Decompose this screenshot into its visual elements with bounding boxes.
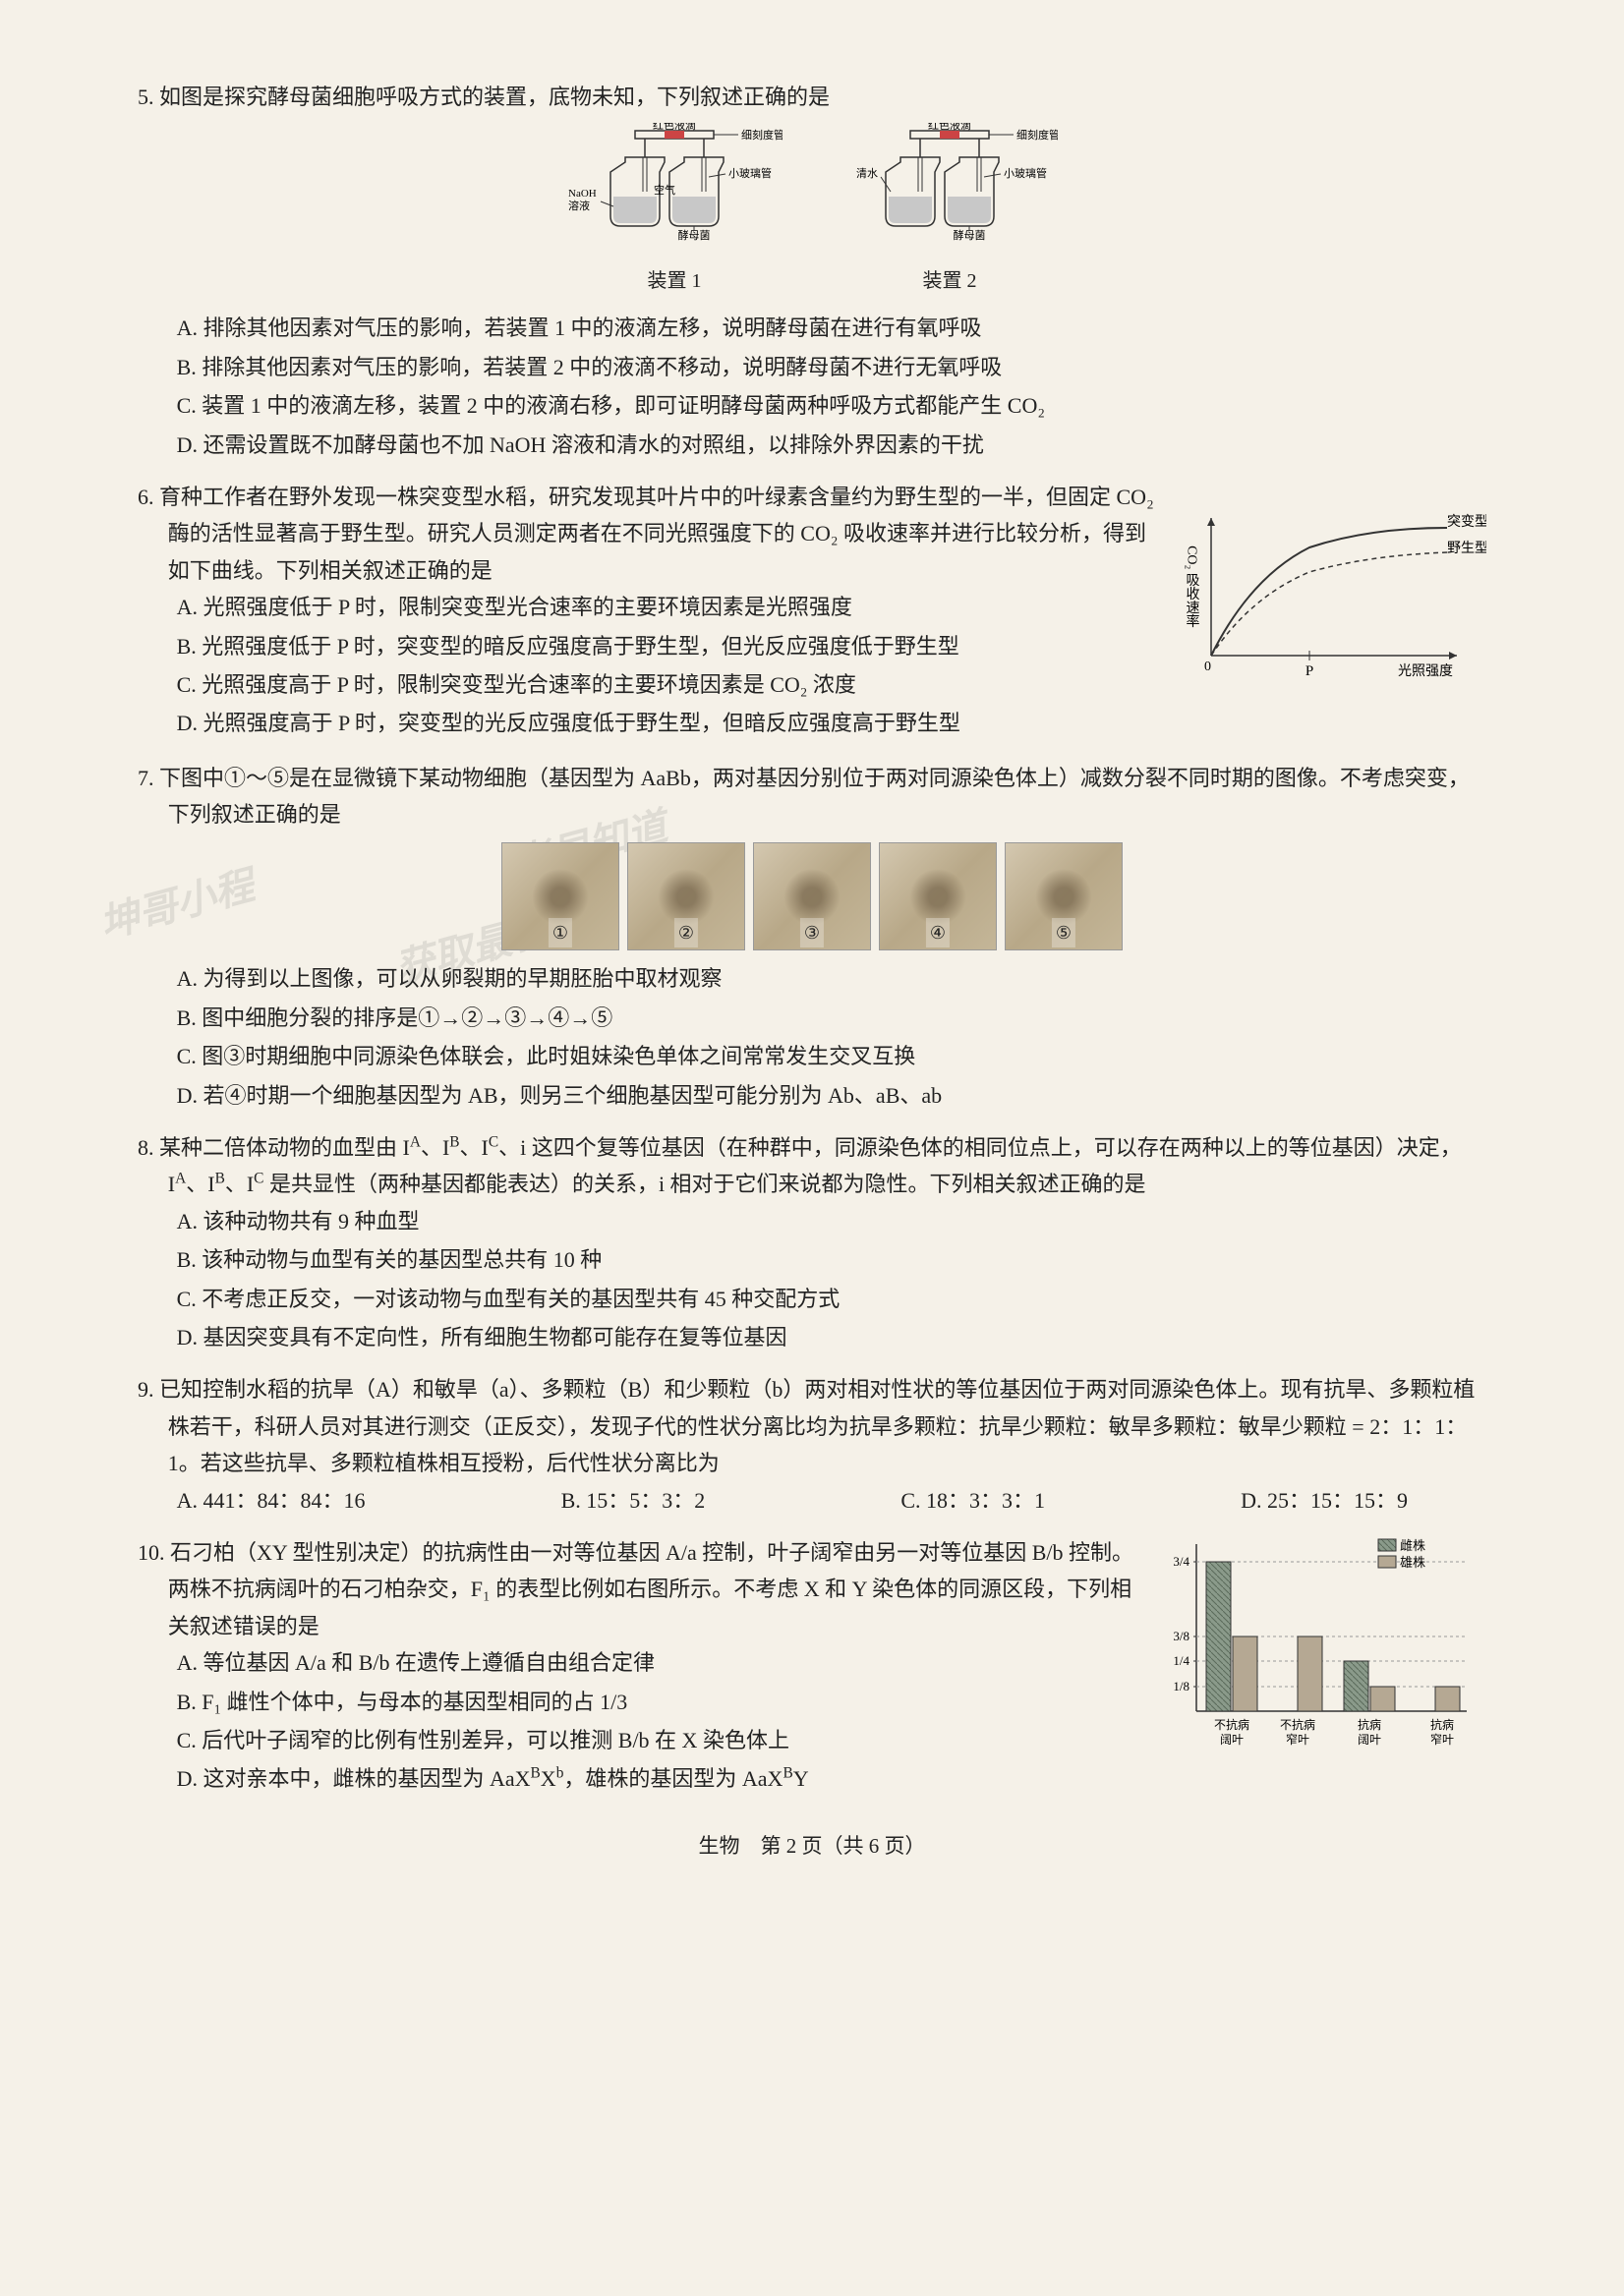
apparatus-1-svg: 红色液滴 细刻度管 NaOH 溶液 小玻璃管 [566, 123, 783, 260]
svg-text:1/4: 1/4 [1173, 1653, 1189, 1668]
q9-option-a: A. 441：84：84：16 [177, 1482, 366, 1519]
q6-y-label: CO₂ 吸收速率 [1185, 545, 1200, 628]
q6-p-label: P [1305, 663, 1313, 679]
question-10: 10. 石刁柏（XY 型性别决定）的抗病性由一对等位基因 A/a 控制，叶子阔窄… [138, 1534, 1486, 1800]
q6-option-a: A. 光照强度低于 P 时，限制突变型光合速率的主要环境因素是光照强度 [177, 589, 1162, 625]
q7-img-5: ⑤ [1005, 842, 1123, 950]
svg-text:阔叶: 阔叶 [1358, 1733, 1381, 1747]
q7-options: A. 为得到以上图像，可以从卵裂期的早期胚胎中取材观察 B. 图中细胞分裂的排序… [138, 960, 1486, 1114]
q9-option-d: D. 25：15：15：9 [1241, 1482, 1408, 1519]
svg-text:0: 0 [1204, 660, 1211, 674]
q10-chart: 3/4 3/8 1/4 1/8 [1152, 1534, 1486, 1781]
q10-option-c: C. 后代叶子阔窄的比例有性别差异，可以推测 B/b 在 X 染色体上 [177, 1722, 1142, 1758]
legend-wild: 野生型 [1447, 541, 1486, 556]
question-5: 5. 如图是探究酵母菌细胞呼吸方式的装置，底物未知，下列叙述正确的是 红色液滴 … [138, 79, 1486, 463]
watermark-1: 坤哥小程 [92, 853, 261, 958]
q10-chart-svg: 3/4 3/8 1/4 1/8 [1152, 1534, 1486, 1770]
q9-stem: 9. 已知控制水稻的抗旱（A）和敏旱（a）、多颗粒（B）和少颗粒（b）两对相对性… [138, 1371, 1486, 1481]
q6-chart-svg: CO₂ 吸收速率 P 0 光照强度 突变型 野生型 [1172, 498, 1486, 695]
svg-text:阔叶: 阔叶 [1220, 1733, 1244, 1747]
q5-diagram: 红色液滴 细刻度管 NaOH 溶液 小玻璃管 [138, 123, 1486, 298]
q7-images: 考早知道 坤哥小程 获取最新资 ① ② ③ ④ ⑤ [138, 842, 1486, 950]
q9-option-b: B. 15：5：3：2 [561, 1482, 706, 1519]
legend-female: 雌株 [1400, 1538, 1425, 1553]
q8-option-c: C. 不考虑正反交，一对该动物与血型有关的基因型共有 45 种交配方式 [177, 1281, 1486, 1317]
scale-tube-label: 细刻度管 [741, 128, 783, 142]
red-drop-label: 红色液滴 [653, 123, 696, 132]
q6-option-b: B. 光照强度低于 P 时，突变型的暗反应强度高于野生型，但光反应强度低于野生型 [177, 628, 1162, 664]
svg-text:细刻度管: 细刻度管 [1016, 128, 1058, 142]
q5-option-b: B. 排除其他因素对气压的影响，若装置 2 中的液滴不移动，说明酵母菌不进行无氧… [177, 349, 1486, 385]
q7-img-1: ① [501, 842, 619, 950]
q8-option-a: A. 该种动物共有 9 种血型 [177, 1203, 1486, 1239]
apparatus-2-name: 装置 2 [923, 264, 977, 298]
q10-stem: 10. 石刁柏（XY 型性别决定）的抗病性由一对等位基因 A/a 控制，叶子阔窄… [138, 1534, 1142, 1644]
q10-option-b: B. F₁ 雌性个体中，与母本的基因型相同的占 1/3 [177, 1684, 1142, 1720]
q6-option-c: C. 光照强度高于 P 时，限制突变型光合速率的主要环境因素是 CO₂ 浓度 [177, 666, 1162, 703]
q10-option-d: D. 这对亲本中，雌株的基因型为 AaXBXb，雄株的基因型为 AaXBY [177, 1760, 1142, 1797]
q7-option-b: B. 图中细胞分裂的排序是①→②→③→④→⑤ [177, 1000, 1486, 1036]
q5-options: A. 排除其他因素对气压的影响，若装置 1 中的液滴左移，说明酵母菌在进行有氧呼… [138, 310, 1486, 463]
q7-stem: 7. 下图中①～⑤是在显微镜下某动物细胞（基因型为 AaBb，两对基因分别位于两… [138, 760, 1486, 833]
apparatus-2: 红色液滴 细刻度管 清水 小玻璃管 酵母菌 装置 2 [841, 123, 1058, 298]
q8-options: A. 该种动物共有 9 种血型 B. 该种动物与血型有关的基因型总共有 10 种… [138, 1203, 1486, 1356]
q5-stem: 5. 如图是探究酵母菌细胞呼吸方式的装置，底物未知，下列叙述正确的是 [138, 79, 1486, 115]
q10-option-a: A. 等位基因 A/a 和 B/b 在遗传上遵循自由组合定律 [177, 1644, 1142, 1681]
legend-male: 雄株 [1400, 1555, 1425, 1570]
question-6: 6. 育种工作者在野外发现一株突变型水稻，研究发现其叶片中的叶绿素含量约为野生型… [138, 479, 1486, 744]
q5-option-d: D. 还需设置既不加酵母菌也不加 NaOH 溶液和清水的对照组，以排除外界因素的… [177, 427, 1486, 463]
q9-options: A. 441：84：84：16 B. 15：5：3：2 C. 18：3：3：1 … [138, 1482, 1486, 1519]
q7-option-a: A. 为得到以上图像，可以从卵裂期的早期胚胎中取材观察 [177, 960, 1486, 997]
svg-text:1/8: 1/8 [1173, 1679, 1189, 1693]
q6-chart: CO₂ 吸收速率 P 0 光照强度 突变型 野生型 [1172, 498, 1486, 706]
apparatus-1: 红色液滴 细刻度管 NaOH 溶液 小玻璃管 [566, 123, 783, 298]
air-label: 空气 [654, 183, 675, 197]
svg-text:窄叶: 窄叶 [1430, 1732, 1454, 1747]
svg-text:3/8: 3/8 [1173, 1629, 1189, 1643]
q9-option-c: C. 18：3：3：1 [900, 1482, 1045, 1519]
question-8: 8. 某种二倍体动物的血型由 IA、IB、IC、i 这四个复等位基因（在种群中，… [138, 1129, 1486, 1355]
q6-options: A. 光照强度低于 P 时，限制突变型光合速率的主要环境因素是光照强度 B. 光… [138, 589, 1162, 742]
q7-option-c: C. 图③时期细胞中同源染色体联会，此时姐妹染色单体之间常常发生交叉互换 [177, 1038, 1486, 1074]
svg-text:小玻璃管: 小玻璃管 [1004, 166, 1047, 180]
q7-img-2: ② [627, 842, 745, 950]
q8-stem: 8. 某种二倍体动物的血型由 IA、IB、IC、i 这四个复等位基因（在种群中，… [138, 1129, 1486, 1203]
q6-stem: 6. 育种工作者在野外发现一株突变型水稻，研究发现其叶片中的叶绿素含量约为野生型… [138, 479, 1162, 589]
apparatus-2-svg: 红色液滴 细刻度管 清水 小玻璃管 酵母菌 [841, 123, 1058, 260]
solution-label: 溶液 [568, 199, 590, 212]
water-label: 清水 [856, 167, 878, 180]
question-7: 7. 下图中①～⑤是在显微镜下某动物细胞（基因型为 AaBb，两对基因分别位于两… [138, 760, 1486, 1114]
q6-x-label: 光照强度 [1398, 663, 1453, 679]
svg-text:不抗病: 不抗病 [1214, 1717, 1249, 1732]
q8-option-d: D. 基因突变具有不定向性，所有细胞生物都可能存在复等位基因 [177, 1319, 1486, 1355]
legend-mutant: 突变型 [1447, 514, 1486, 530]
q5-option-c: C. 装置 1 中的液滴左移，装置 2 中的液滴右移，即可证明酵母菌两种呼吸方式… [177, 387, 1486, 424]
q5-option-a: A. 排除其他因素对气压的影响，若装置 1 中的液滴左移，说明酵母菌在进行有氧呼… [177, 310, 1486, 346]
naoh-label: NaOH [568, 188, 597, 200]
svg-text:3/4: 3/4 [1173, 1554, 1189, 1569]
q8-option-b: B. 该种动物与血型有关的基因型总共有 10 种 [177, 1241, 1486, 1278]
q7-option-d: D. 若④时期一个细胞基因型为 AB，则另三个细胞基因型可能分别为 Ab、aB、… [177, 1077, 1486, 1114]
q10-options: A. 等位基因 A/a 和 B/b 在遗传上遵循自由组合定律 B. F₁ 雌性个… [138, 1644, 1142, 1798]
apparatus-1-name: 装置 1 [648, 264, 702, 298]
question-9: 9. 已知控制水稻的抗旱（A）和敏旱（a）、多颗粒（B）和少颗粒（b）两对相对性… [138, 1371, 1486, 1519]
q7-img-4: ④ [879, 842, 997, 950]
q7-img-3: ③ [753, 842, 871, 950]
svg-text:不抗病: 不抗病 [1280, 1717, 1315, 1732]
q6-option-d: D. 光照强度高于 P 时，突变型的光反应强度低于野生型，但暗反应强度高于野生型 [177, 705, 1162, 741]
page-footer: 生物 第 2 页（共 6 页） [138, 1829, 1486, 1865]
small-tube-label: 小玻璃管 [728, 166, 772, 180]
svg-text:抗病: 抗病 [1358, 1717, 1381, 1732]
svg-text:抗病: 抗病 [1430, 1717, 1454, 1732]
svg-text:红色液滴: 红色液滴 [928, 123, 971, 132]
svg-text:窄叶: 窄叶 [1286, 1732, 1309, 1747]
